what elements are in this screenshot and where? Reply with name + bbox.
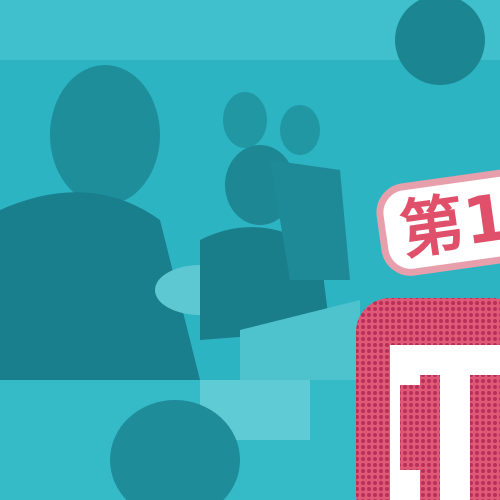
badge: 第1 (376, 169, 500, 276)
title-box (356, 298, 500, 500)
badge-text: 第1 (396, 181, 500, 269)
